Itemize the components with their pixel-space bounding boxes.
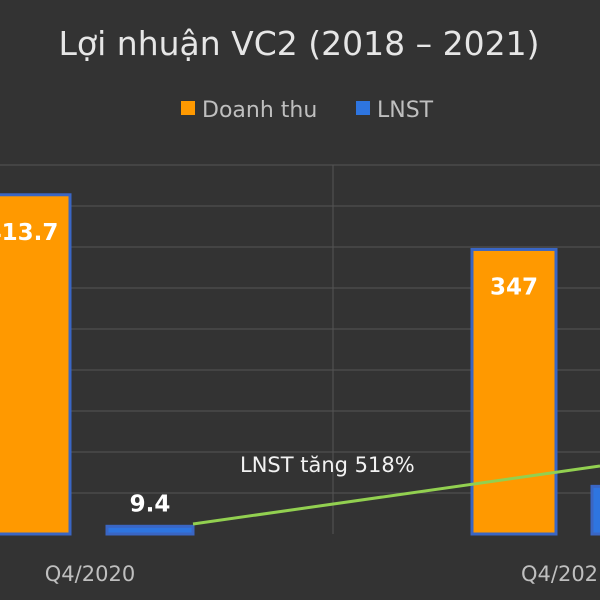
bars — [0, 193, 600, 536]
legend: Doanh thu LNST — [181, 98, 434, 123]
gridlines — [0, 164, 600, 534]
bar-lnst — [105, 524, 195, 536]
bar-lnst — [590, 484, 600, 536]
x-tick-label: Q4/2021 — [521, 562, 600, 586]
trend-line — [192, 464, 600, 526]
legend-label-lnst: LNST — [377, 98, 434, 123]
bar-doanh-thu — [0, 193, 72, 536]
data-label: 413.7 — [0, 220, 58, 246]
legend-swatch-doanh-thu — [181, 101, 195, 115]
trend-annotation: LNST tăng 518% — [240, 453, 415, 477]
legend-label-doanh-thu: Doanh thu — [202, 98, 317, 123]
data-label: 347 — [490, 274, 538, 300]
data-labels: 413.7 9.4 347 — [0, 220, 538, 518]
bar-doanh-thu — [470, 247, 558, 536]
chart-title: Lợi nhuận VC2 (2018 – 2021) — [59, 24, 540, 63]
x-axis: Q4/2020 Q4/2021 — [45, 562, 600, 586]
data-label: 9.4 — [130, 491, 171, 517]
x-tick-label: Q4/2020 — [45, 562, 135, 586]
legend-swatch-lnst — [356, 101, 370, 115]
